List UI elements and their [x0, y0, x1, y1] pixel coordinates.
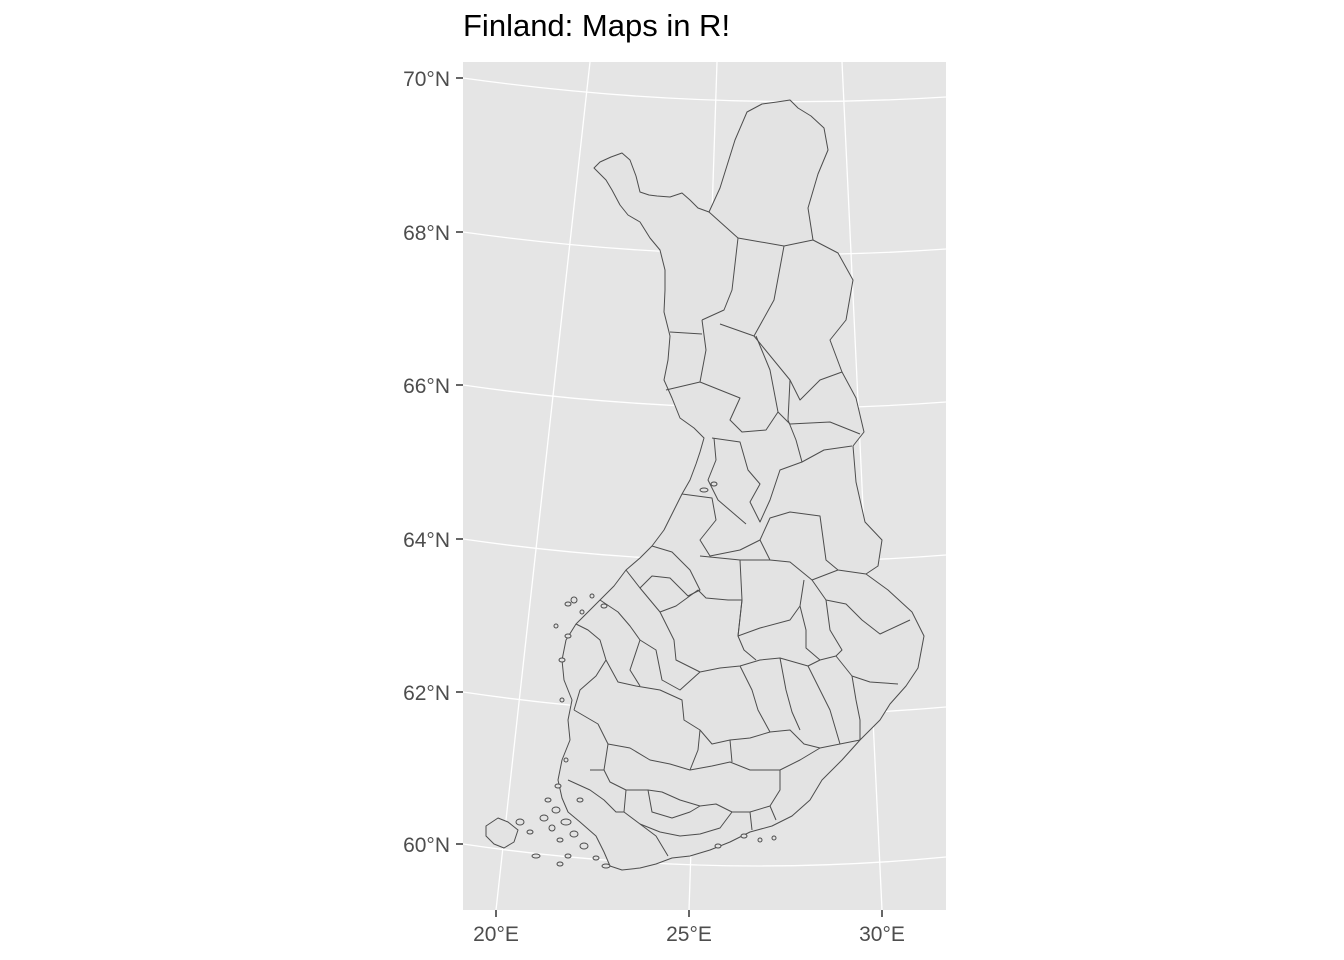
region-borders [567, 211, 911, 857]
aland-islands [485, 783, 611, 869]
y-tick-label: 68°N [403, 222, 450, 245]
y-tick-label: 60°N [403, 834, 450, 857]
y-tick-label: 70°N [403, 68, 450, 91]
meridian-20e [495, 62, 591, 910]
map-title: Finland: Maps in R! [463, 8, 731, 43]
y-tick-label: 64°N [403, 529, 450, 552]
finland-mainland [557, 99, 925, 871]
y-tick-label: 62°N [403, 682, 450, 705]
x-tick-label: 25°E [666, 923, 712, 946]
meridian-30e [841, 62, 883, 910]
y-axis [456, 77, 463, 845]
parallel-70n [463, 77, 946, 103]
x-axis [495, 910, 883, 917]
x-tick-label: 30°E [859, 923, 905, 946]
y-tick-label: 66°N [403, 375, 450, 398]
finland-map [485, 99, 925, 871]
x-tick-label: 20°E [473, 923, 519, 946]
west-coast-islands [553, 481, 777, 849]
